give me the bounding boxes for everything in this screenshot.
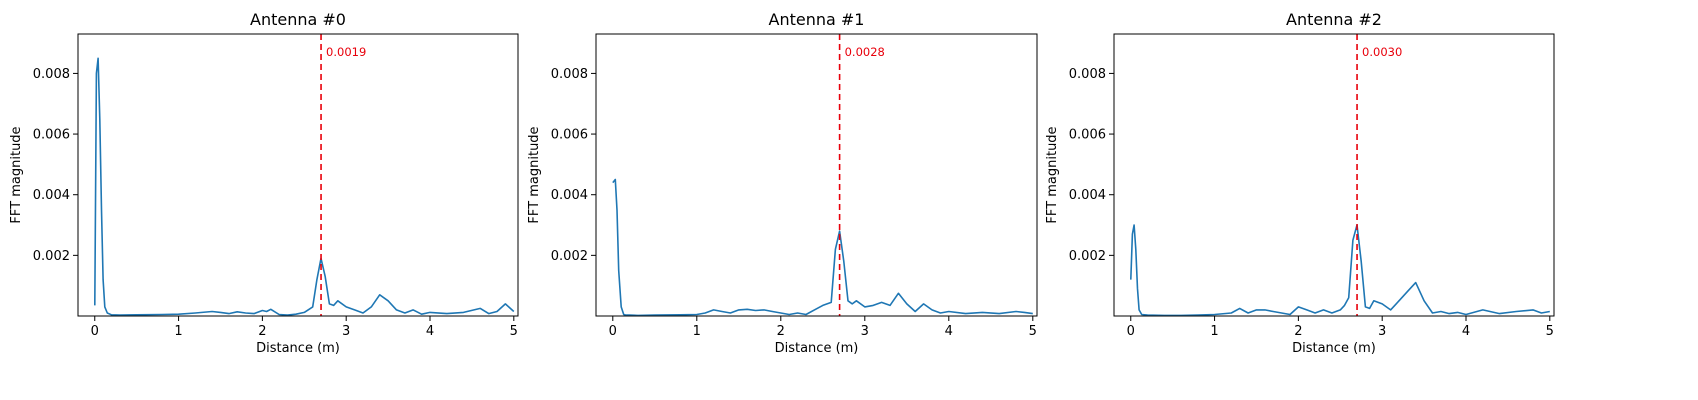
x-tick-label-2: 2 <box>777 324 785 339</box>
y-tick-label-2: 0.006 <box>33 128 70 143</box>
axes-frame <box>595 33 1038 317</box>
series-line-0 <box>1130 224 1550 316</box>
x-tick-label-3: 3 <box>1378 324 1386 339</box>
y-tick-label-3: 0.008 <box>551 67 588 82</box>
y-tick-label-0: 0.002 <box>33 249 70 264</box>
y-axis-label: FFT magnitude <box>9 126 24 223</box>
x-tick-label-1: 1 <box>174 324 182 339</box>
marker-annotation: 0.0030 <box>1362 45 1402 59</box>
y-tick-label-1: 0.004 <box>33 188 70 203</box>
x-axis-label: Distance (m) <box>775 341 859 356</box>
x-tick-label-4: 4 <box>426 324 434 339</box>
y-tick-label-3: 0.008 <box>33 67 70 82</box>
x-tick-label-3: 3 <box>861 324 869 339</box>
x-tick-label-2: 2 <box>1294 324 1302 339</box>
series-line-0 <box>612 178 1033 316</box>
series-line-0 <box>94 57 515 316</box>
x-axis-label: Distance (m) <box>1292 341 1376 356</box>
x-tick-label-3: 3 <box>342 324 350 339</box>
x-tick-label-4: 4 <box>945 324 953 339</box>
x-tick-label-0: 0 <box>91 324 99 339</box>
x-tick-label-4: 4 <box>1462 324 1470 339</box>
x-tick-label-0: 0 <box>609 324 617 339</box>
chart-title: Antenna #1 <box>769 10 865 29</box>
chart-title: Antenna #0 <box>250 10 346 29</box>
y-axis-label: FFT magnitude <box>1045 126 1060 223</box>
y-tick-label-0: 0.002 <box>551 249 588 264</box>
x-tick-label-1: 1 <box>1210 324 1218 339</box>
y-axis-label: FFT magnitude <box>527 126 542 223</box>
y-tick-label-2: 0.006 <box>1069 128 1106 143</box>
y-tick-label-1: 0.004 <box>551 188 588 203</box>
y-tick-label-2: 0.006 <box>551 128 588 143</box>
y-tick-label-1: 0.004 <box>1069 188 1106 203</box>
axes-frame <box>77 33 519 317</box>
x-tick-label-5: 5 <box>1546 324 1554 339</box>
chart-title: Antenna #2 <box>1286 10 1382 29</box>
axes-frame <box>1113 33 1555 317</box>
x-tick-label-5: 5 <box>1029 324 1037 339</box>
x-tick-label-2: 2 <box>258 324 266 339</box>
x-axis-label: Distance (m) <box>256 341 340 356</box>
marker-annotation: 0.0019 <box>326 45 366 59</box>
x-tick-label-0: 0 <box>1127 324 1135 339</box>
y-tick-label-3: 0.008 <box>1069 67 1106 82</box>
subplot-0: Antenna #0 0.0019 0 1 2 3 4 5 0.002 0.004 0.006 0.0… <box>9 10 519 356</box>
x-tick-label-5: 5 <box>510 324 518 339</box>
subplot-2: Antenna #2 0.0030 0 1 2 3 4 5 0.002 0.004 0.006 0.0… <box>1045 10 1555 356</box>
marker-annotation: 0.0028 <box>845 45 885 59</box>
subplot-1: Antenna #1 0.0028 0 1 2 3 4 5 0.002 0.004 0.006 0.0… <box>527 10 1038 356</box>
x-tick-label-1: 1 <box>693 324 701 339</box>
y-tick-label-0: 0.002 <box>1069 249 1106 264</box>
